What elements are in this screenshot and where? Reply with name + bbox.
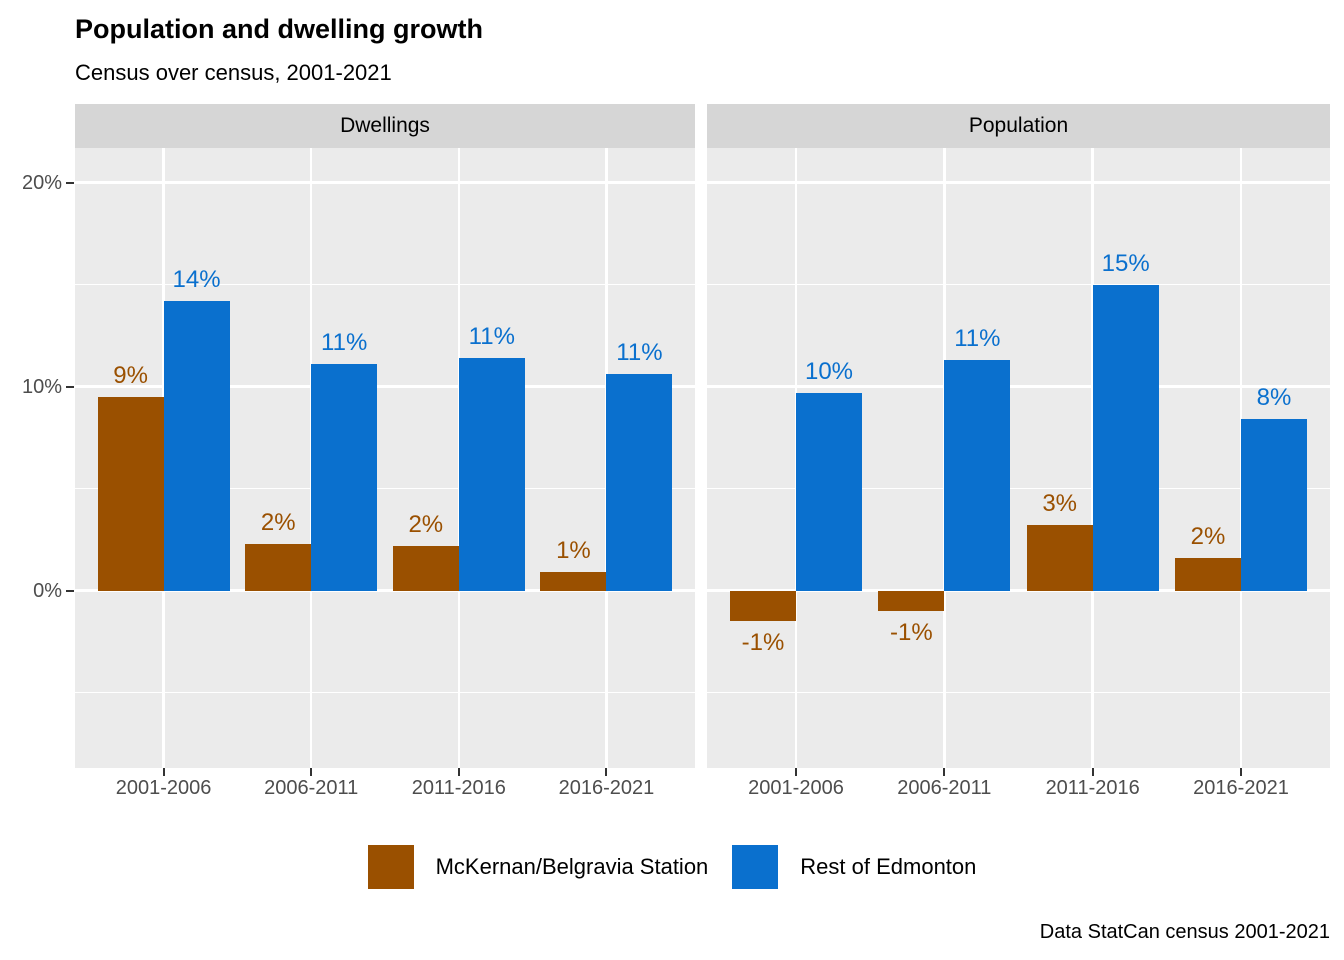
bar-mckernan-2011-2016	[1026, 525, 1093, 591]
major-gridline	[75, 589, 695, 592]
chart-subtitle: Census over census, 2001-2021	[75, 60, 392, 85]
minor-gridline	[707, 691, 1330, 694]
bar-edmonton-2006-2011	[944, 360, 1011, 591]
y-axis-label: 20%	[21, 171, 62, 194]
facet-strip-label: Population	[968, 114, 1069, 137]
bar-value-label: 11%	[321, 329, 368, 357]
x-axis-label: 2006-2011	[264, 777, 359, 799]
x-axis-label: 2001-2006	[115, 777, 212, 799]
bar-mckernan-2011-2016	[392, 545, 459, 591]
legend-item: McKernan/Belgravia Station	[367, 845, 709, 889]
facet-panel: -1% -1% 3% 2% 10% 11% 15% 8%	[707, 148, 1330, 768]
y-axis-label: 0%	[33, 579, 62, 602]
bar-mckernan-2016-2021	[540, 572, 607, 591]
bar-edmonton-2011-2016	[458, 358, 525, 591]
y-axis-label: 10%	[21, 375, 62, 398]
bar-value-label: 11%	[468, 323, 515, 351]
major-gridline	[75, 181, 695, 184]
major-gridline	[707, 589, 1330, 592]
legend: McKernan/Belgravia Station Rest of Edmont…	[0, 845, 1344, 889]
bar-value-label: 14%	[172, 265, 221, 293]
x-axis-label: 2011-2016	[1045, 777, 1140, 799]
x-axis-label: 2016-2021	[558, 777, 655, 799]
bar-value-label: 1%	[556, 537, 591, 565]
bar-value-label: 3%	[1042, 490, 1077, 518]
major-gridline	[75, 385, 695, 388]
chart-caption: Data StatCan census 2001-2021	[1039, 921, 1330, 943]
bar-value-label: 15%	[1101, 249, 1150, 277]
y-axis-tick	[66, 589, 74, 592]
x-axis-tick	[605, 768, 608, 776]
bar-value-label: 11%	[954, 325, 1001, 353]
x-axis-label: 2001-2006	[748, 777, 844, 799]
bar-edmonton-2001-2006	[796, 392, 862, 591]
bar-edmonton-2001-2006	[163, 300, 230, 591]
bar-mckernan-2001-2006	[97, 396, 164, 591]
minor-gridline	[707, 487, 1330, 490]
facet-strip-label: Dwellings	[340, 114, 430, 137]
bar-value-label: 10%	[804, 357, 854, 385]
legend-label: McKernan/Belgravia Station	[435, 854, 709, 879]
major-gridline	[707, 385, 1330, 388]
legend-item: Rest of Edmonton	[732, 845, 976, 889]
bar-edmonton-2016-2021	[1241, 419, 1307, 591]
bar-edmonton-2011-2016	[1092, 284, 1159, 591]
facet-panel: 9% 2% 2% 1% 14% 11% 11% 11%	[75, 148, 695, 768]
x-axis-tick	[795, 768, 797, 776]
bar-value-label: -1%	[889, 618, 933, 646]
legend-key-swatch	[732, 845, 779, 889]
bar-edmonton-2006-2011	[311, 364, 378, 591]
facet-strip: Population	[707, 104, 1330, 148]
minor-gridline	[75, 283, 695, 286]
x-axis-label: 2016-2021	[1193, 777, 1289, 799]
x-axis-tick	[1240, 768, 1242, 776]
minor-gridline	[75, 487, 695, 490]
x-axis-tick	[943, 768, 946, 776]
bar-value-label: 2%	[260, 508, 296, 536]
bar-edmonton-2016-2021	[606, 374, 673, 591]
minor-gridline	[75, 691, 695, 694]
major-gridline	[707, 181, 1330, 184]
bar-value-label: 9%	[113, 361, 148, 389]
minor-gridline	[707, 283, 1330, 286]
x-axis-tick	[310, 768, 313, 776]
y-axis-tick	[66, 181, 74, 184]
chart-title: Population and dwelling growth	[75, 14, 483, 44]
x-axis-label: 2011-2016	[411, 777, 506, 799]
bar-mckernan-2006-2011	[245, 543, 312, 591]
x-axis-tick	[457, 768, 460, 776]
bar-value-label: 8%	[1256, 384, 1292, 412]
bar-value-label: -1%	[741, 629, 785, 657]
legend-key-swatch	[367, 845, 414, 889]
bar-value-label: 2%	[1190, 522, 1226, 550]
legend-label: Rest of Edmonton	[800, 854, 977, 879]
bar-mckernan-2006-2011	[878, 590, 945, 611]
bar-mckernan-2001-2006	[730, 590, 796, 622]
x-axis-label: 2006-2011	[897, 777, 992, 799]
x-axis-tick	[162, 768, 165, 776]
facet-strip: Dwellings	[75, 104, 695, 148]
bar-mckernan-2016-2021	[1175, 557, 1241, 591]
bar-value-label: 11%	[616, 339, 663, 367]
x-axis-tick	[1091, 768, 1094, 776]
bar-value-label: 2%	[408, 510, 444, 538]
y-axis-tick	[66, 385, 74, 388]
